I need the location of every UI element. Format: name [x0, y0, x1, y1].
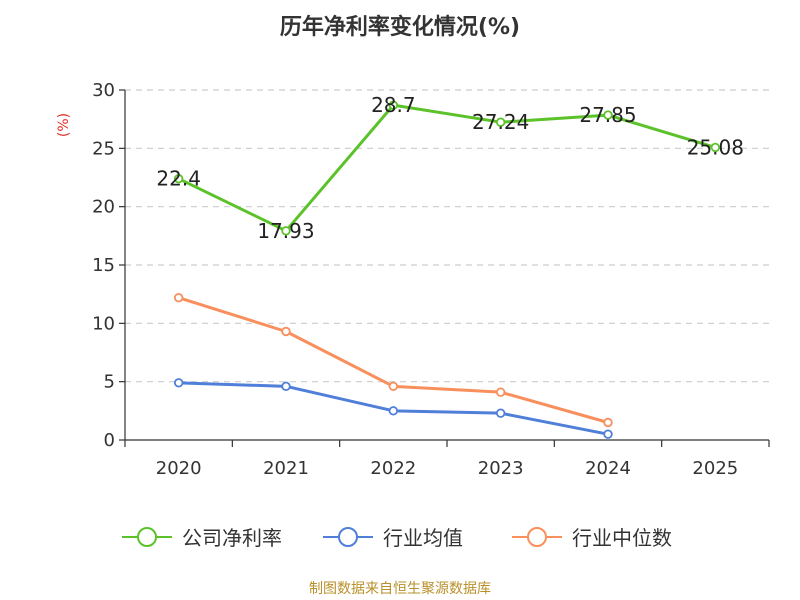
data-point[interactable]: [603, 110, 613, 120]
y-tick-label: 30: [92, 80, 115, 101]
data-point[interactable]: [603, 429, 613, 439]
y-tick-label: 0: [104, 430, 115, 451]
data-label: 27.85: [579, 103, 636, 127]
y-axis-unit-label: (%): [56, 113, 72, 137]
data-point[interactable]: [281, 381, 291, 392]
data-point[interactable]: [495, 387, 506, 397]
y-tick-label: 25: [92, 138, 115, 159]
x-tick-label: 2022: [370, 458, 416, 479]
x-tick-label: 2023: [478, 458, 524, 479]
y-tick-label: 10: [92, 313, 115, 334]
grid-lines: [125, 89, 769, 383]
data-point[interactable]: [281, 326, 291, 337]
legend-item-2[interactable]: 行业中位数: [512, 526, 672, 550]
data-point[interactable]: [173, 292, 184, 303]
data-label: 27.24: [472, 110, 529, 134]
data-point[interactable]: [281, 226, 291, 236]
legend-swatch-marker: [527, 527, 547, 547]
source-note: 制图数据来自恒生聚源数据库: [309, 581, 491, 597]
legend-label: 公司净利率: [182, 526, 282, 550]
x-tick-label: 2024: [585, 458, 631, 479]
data-point[interactable]: [495, 117, 506, 127]
y-tick-label: 20: [92, 197, 115, 218]
data-point[interactable]: [173, 173, 184, 184]
data-label: 25.08: [687, 135, 744, 159]
series-group: [173, 100, 721, 439]
y-tick-label: 5: [104, 372, 115, 393]
data-label: 22.4: [156, 167, 201, 191]
data-labels: 22.4 17.93 28.7 27.24 27.85 25.08: [156, 93, 744, 243]
data-point[interactable]: [173, 378, 184, 388]
legend-swatch-marker: [338, 527, 358, 547]
series-line-2: [178, 296, 609, 424]
legend[interactable]: 公司净利率 行业均值 行业中位数: [122, 526, 672, 550]
legend-item-0[interactable]: 公司净利率: [122, 526, 282, 550]
data-point[interactable]: [603, 417, 613, 428]
data-point[interactable]: [388, 381, 399, 392]
legend-item-1[interactable]: 行业均值: [323, 526, 463, 550]
legend-label: 行业中位数: [572, 526, 672, 550]
legend-swatch-marker: [137, 527, 157, 547]
data-point[interactable]: [710, 142, 721, 153]
legend-label: 行业均值: [383, 526, 463, 550]
x-tick-label: 2020: [156, 458, 202, 479]
data-label: 28.7: [371, 93, 416, 117]
data-label: 17.93: [257, 219, 314, 243]
y-tick-label: 15: [92, 255, 115, 276]
data-point[interactable]: [388, 100, 399, 110]
data-point[interactable]: [495, 408, 506, 418]
x-tick-label: 2021: [263, 458, 309, 479]
chart-title: 历年净利率变化情况(%): [280, 14, 520, 40]
data-point[interactable]: [388, 406, 399, 416]
x-tick-label: 2025: [692, 458, 738, 479]
series-line-0: [178, 103, 716, 233]
